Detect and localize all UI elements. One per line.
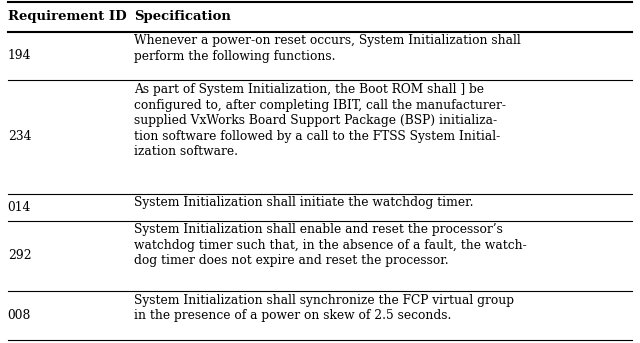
Text: System Initialization shall synchronize the FCP virtual group
in the presence of: System Initialization shall synchronize … xyxy=(134,294,515,322)
Text: System Initialization shall initiate the watchdog timer.: System Initialization shall initiate the… xyxy=(134,196,474,209)
Text: 234: 234 xyxy=(8,130,31,143)
Text: Requirement ID: Requirement ID xyxy=(8,10,126,23)
Text: 292: 292 xyxy=(8,249,31,262)
Text: Whenever a power-on reset occurs, System Initialization shall
perform the follow: Whenever a power-on reset occurs, System… xyxy=(134,34,521,63)
Text: As part of System Initialization, the Boot ROM shall ] be
configured to, after c: As part of System Initialization, the Bo… xyxy=(134,83,506,158)
Text: Specification: Specification xyxy=(134,10,231,23)
Text: 014: 014 xyxy=(8,201,31,214)
Text: 194: 194 xyxy=(8,49,31,62)
Text: System Initialization shall enable and reset the processor’s
watchdog timer such: System Initialization shall enable and r… xyxy=(134,224,527,268)
Text: 008: 008 xyxy=(8,309,31,322)
